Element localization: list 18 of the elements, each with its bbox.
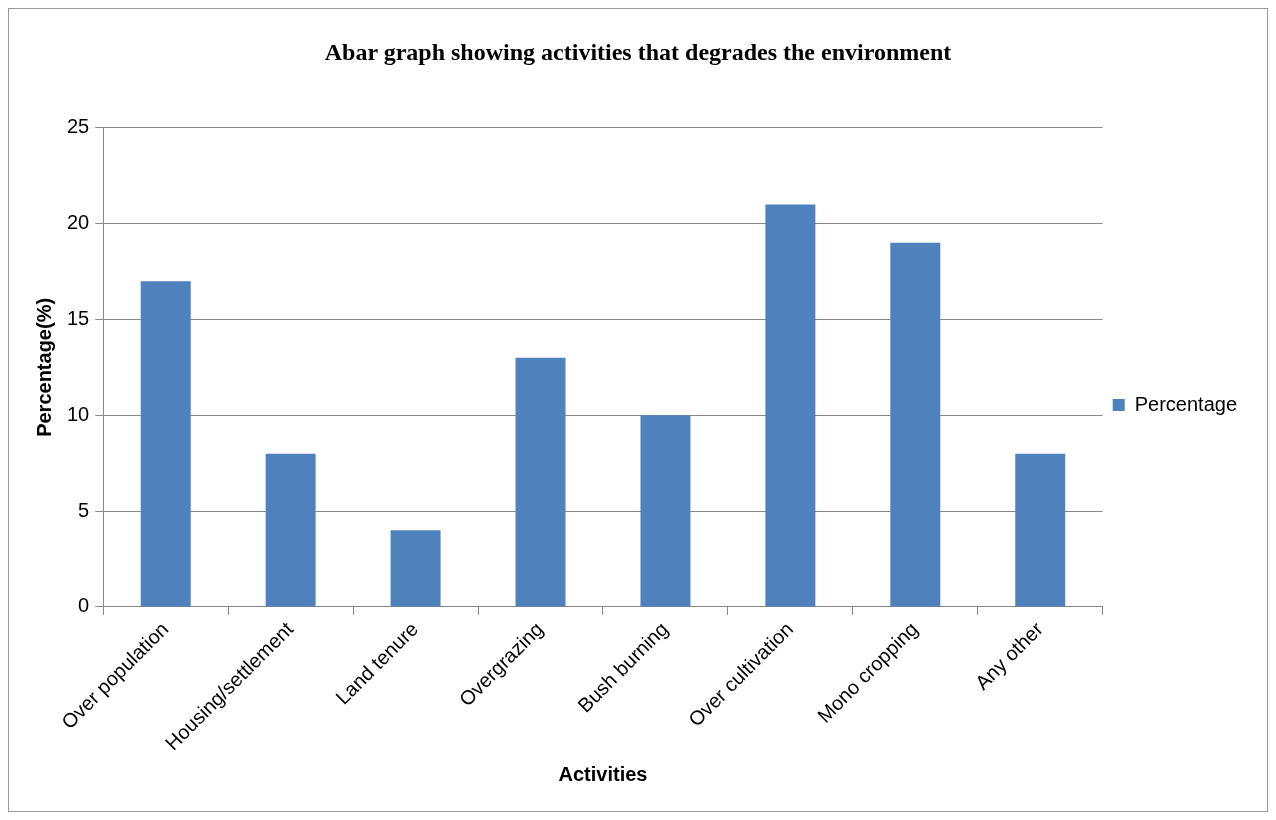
y-tick-label: 15	[67, 306, 90, 329]
legend-label: Percentage	[1134, 392, 1237, 415]
y-tick-label: 25	[67, 115, 90, 138]
y-tick-label: 10	[67, 402, 90, 425]
bar	[1015, 453, 1066, 607]
y-tick-label: 5	[78, 498, 90, 521]
x-axis-title: Activities	[558, 762, 648, 785]
y-axis-title: Percentage(%)	[32, 297, 55, 437]
chart-title: Abar graph showing activities that degrades the environment	[324, 38, 952, 65]
y-tick-label: 20	[67, 211, 90, 234]
bar	[640, 415, 691, 607]
bar	[265, 453, 316, 607]
y-tick-label: 0	[78, 594, 90, 617]
bar	[390, 530, 441, 607]
bar	[890, 242, 941, 607]
bar	[140, 281, 191, 607]
bar	[765, 204, 816, 607]
bar	[515, 357, 566, 607]
